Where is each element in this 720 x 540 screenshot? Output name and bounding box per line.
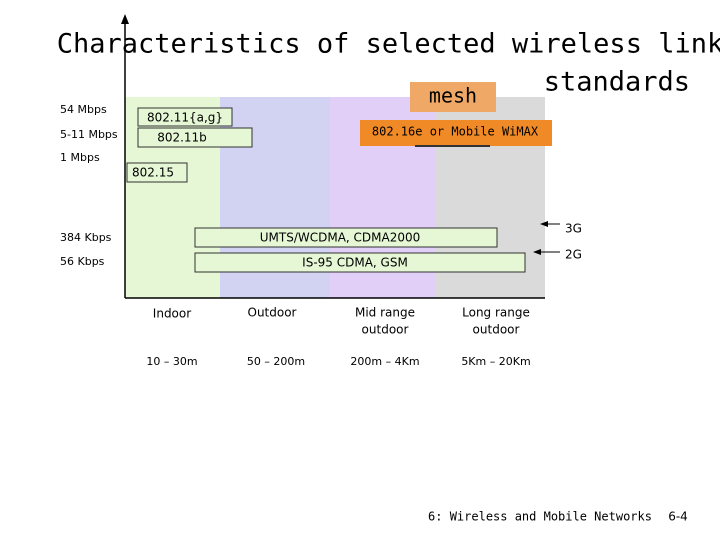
standard-box (126, 162, 188, 183)
axis-arrow (121, 14, 129, 24)
column-label: Outdoor (248, 306, 297, 320)
standard-box (194, 252, 526, 273)
standard-box (360, 120, 552, 146)
standard-box (137, 127, 253, 148)
column-label: outdoor (362, 323, 409, 337)
pointer-head (540, 221, 548, 227)
rate-label: 54 Mbps (60, 103, 107, 116)
standard-label: UMTS/WCDMA, CDMA2000 (260, 231, 421, 245)
standard-box (137, 107, 233, 127)
standard-label: IS-95 CDMA, GSM (302, 256, 408, 270)
footer-page: 6-4 (668, 510, 688, 524)
mesh-box (410, 82, 496, 112)
range-label: 5Km – 20Km (461, 355, 530, 368)
generation-label: 2G (565, 248, 582, 262)
title: Characteristics of selected wireless lin… (57, 29, 720, 60)
rate-label: 5-11 Mbps (60, 128, 118, 141)
standard-label: 802.15 (132, 166, 174, 180)
standard-label: 802.16e or Mobile WiMAX (372, 125, 539, 139)
rate-label: 1 Mbps (60, 151, 100, 164)
column-label: Mid range (355, 306, 415, 320)
generation-label: 3G (565, 222, 582, 236)
rate-label: 56 Kbps (60, 255, 105, 268)
mesh-label: mesh (429, 84, 477, 108)
range-label: 200m – 4Km (350, 355, 419, 368)
standard-label: 802.11b (157, 131, 207, 145)
pointer-head (533, 249, 541, 255)
column-label: Long range (462, 306, 530, 320)
standard-box (194, 227, 498, 248)
range-label: 50 – 200m (247, 355, 305, 368)
standard-label: 802.11{a,g} (147, 111, 223, 125)
range-label: 10 – 30m (146, 355, 197, 368)
footer-chapter: 6: Wireless and Mobile Networks (428, 510, 652, 524)
rate-label: 384 Kbps (60, 231, 112, 244)
column-label: Indoor (153, 307, 191, 321)
column-label: outdoor (473, 323, 520, 337)
title: standards (544, 67, 690, 98)
